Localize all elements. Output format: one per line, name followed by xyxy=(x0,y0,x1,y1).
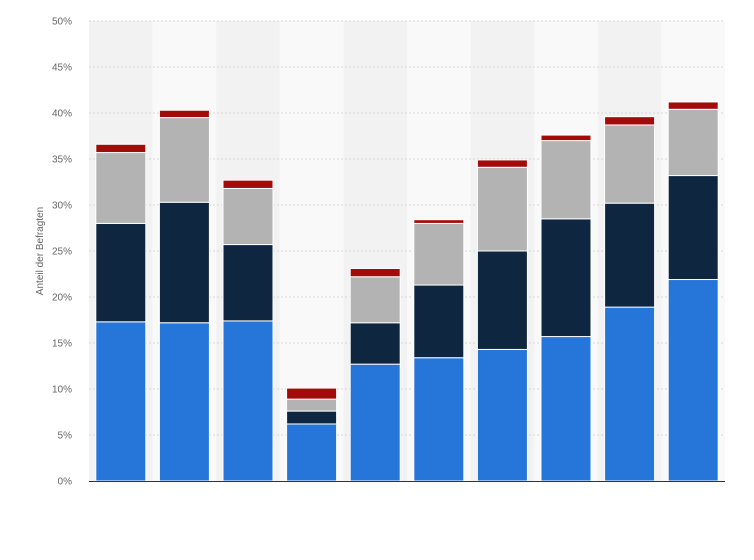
y-tick-labels: 0% 5% 10% 15% 20% 25% 30% 35% 40% 45% 50% xyxy=(52,17,72,488)
bar-segment-2 xyxy=(95,222,147,323)
bar-segment-4 xyxy=(604,116,656,126)
bar-segment-2 xyxy=(413,284,465,359)
bar-segment-4 xyxy=(349,267,401,278)
y-tick-label: 40% xyxy=(52,109,72,120)
bar-segment-2 xyxy=(476,250,528,350)
bar-segment-3 xyxy=(349,276,401,324)
bar-segment-4 xyxy=(413,219,465,224)
y-tick-label: 30% xyxy=(52,201,72,212)
bar-segment-4 xyxy=(476,159,528,168)
bar-segment-2 xyxy=(667,175,719,281)
y-tick-label: 50% xyxy=(52,17,72,28)
y-tick-label: 10% xyxy=(52,385,72,396)
bar-segment-1 xyxy=(667,279,719,482)
y-tick-label: 20% xyxy=(52,293,72,304)
y-tick-label: 0% xyxy=(58,477,73,488)
bar-segment-1 xyxy=(349,363,401,482)
y-tick-label: 15% xyxy=(52,339,72,350)
bar-segment-4 xyxy=(286,387,338,400)
y-tick-label: 25% xyxy=(52,247,72,258)
bar-segment-1 xyxy=(413,357,465,482)
y-axis-title: Anteil der Befragten xyxy=(35,207,46,295)
bar-segment-4 xyxy=(540,134,592,142)
bar-segment-3 xyxy=(413,222,465,286)
bar-segment-4 xyxy=(667,101,719,110)
bar-segment-4 xyxy=(95,143,147,154)
bar-segment-2 xyxy=(158,201,210,324)
bar-segment-3 xyxy=(540,140,592,220)
bar-segment-3 xyxy=(158,117,210,203)
bar-segment-3 xyxy=(95,152,147,224)
bar-segment-1 xyxy=(286,423,338,482)
bar-segment-3 xyxy=(222,187,274,246)
bar-segment-3 xyxy=(286,398,338,412)
bar-segment-2 xyxy=(286,410,338,425)
bar-segment-1 xyxy=(95,321,147,482)
bar-segment-4 xyxy=(158,109,210,119)
bar-segment-3 xyxy=(604,124,656,204)
bar-segments xyxy=(95,101,719,482)
bar-segment-1 xyxy=(222,320,274,482)
bar-segment-3 xyxy=(476,166,528,252)
y-tick-label: 5% xyxy=(58,431,73,442)
bar-segment-1 xyxy=(158,322,210,482)
y-tick-label: 45% xyxy=(52,63,72,74)
bar-segment-1 xyxy=(604,306,656,482)
bar-segment-3 xyxy=(667,108,719,177)
bar-segment-2 xyxy=(222,244,274,322)
bar-segment-2 xyxy=(540,218,592,338)
bar-segment-1 xyxy=(540,336,592,482)
bar-segment-2 xyxy=(349,322,401,365)
bar-segment-4 xyxy=(222,179,274,189)
bar-segment-2 xyxy=(604,202,656,308)
y-tick-label: 35% xyxy=(52,155,72,166)
bar-segment-1 xyxy=(476,348,528,482)
